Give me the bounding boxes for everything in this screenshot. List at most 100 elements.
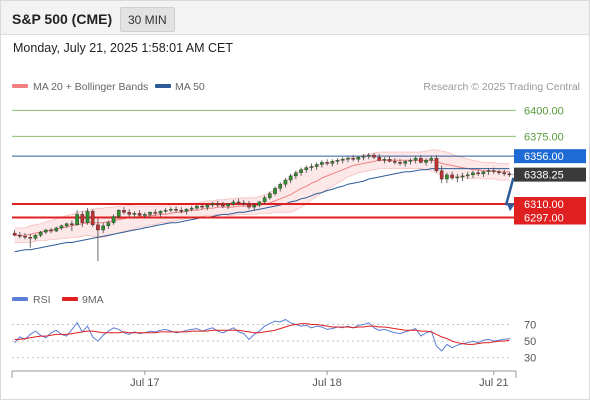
candle-body — [419, 158, 423, 163]
candle-body — [398, 162, 402, 164]
candle-body — [439, 170, 444, 180]
candle-body — [132, 213, 137, 215]
rsi-legend-swatch — [12, 297, 28, 301]
candle-body — [75, 214, 79, 225]
instrument-title: S&P 500 (CME) — [12, 11, 113, 27]
bollinger-legend-swatch — [12, 84, 28, 88]
bollinger-upper-band — [14, 149, 510, 229]
ma50-legend-label: MA 50 — [175, 81, 205, 93]
level-label-6310.00: 6310.00 — [524, 199, 564, 211]
rsi-ma-line — [14, 323, 510, 345]
price-panel — [12, 109, 516, 262]
candle-body — [346, 158, 350, 160]
candle-body — [142, 214, 147, 216]
level-label-bg-6356.00 — [514, 149, 586, 164]
candle-body — [210, 203, 215, 206]
candle-body — [361, 155, 366, 158]
bollinger-legend-label: MA 20 + Bollinger Bands — [33, 81, 148, 93]
candle-body — [320, 162, 324, 165]
rsi-axis-label-70: 70 — [524, 319, 536, 331]
candle-body — [408, 160, 413, 162]
candle-body — [434, 158, 439, 171]
candle-body — [460, 175, 465, 178]
candle-body — [85, 211, 90, 223]
candle-body — [116, 210, 121, 217]
candle-body — [387, 159, 392, 162]
level-label-6375.00: 6375.00 — [524, 131, 564, 143]
candle-body — [497, 171, 501, 173]
candle-body — [12, 232, 17, 236]
candle-body — [314, 164, 319, 167]
candle-body — [127, 212, 132, 215]
candle-body — [54, 227, 59, 232]
level-label-6356.00: 6356.00 — [524, 151, 564, 163]
candle-body — [486, 170, 491, 172]
candle-body — [44, 229, 48, 233]
rsi-legend: RSI 9MA — [12, 294, 104, 306]
candle-body — [33, 234, 38, 239]
candle-body — [247, 203, 251, 208]
candle-body — [304, 167, 309, 170]
candle-body — [403, 161, 408, 164]
chart-datetime: Monday, July 21, 2025 1:58:01 AM CET — [13, 41, 234, 55]
credit-text: Research © 2025 Trading Central — [423, 81, 580, 93]
rsi-legend-label: RSI — [33, 294, 51, 306]
forecast-arrow-shaft — [504, 177, 515, 206]
candle-body — [200, 205, 204, 208]
level-label-bg-6310.00 — [514, 197, 586, 211]
candle-body — [262, 197, 267, 203]
rsi-ma-legend-swatch — [62, 297, 78, 301]
candle-body — [340, 159, 345, 161]
ma50-line — [14, 168, 510, 253]
candle-body — [429, 158, 434, 161]
candle-body — [413, 158, 418, 161]
candle-body — [294, 172, 298, 177]
candle-body — [231, 201, 236, 205]
candle-body — [174, 208, 178, 211]
candle-body — [205, 204, 210, 208]
candle-body — [28, 237, 33, 239]
candle-body — [335, 160, 340, 162]
candle-body — [148, 212, 152, 215]
candle-body — [215, 203, 220, 206]
candle-body — [23, 236, 27, 238]
rsi-line — [14, 318, 510, 352]
candle-body — [169, 208, 173, 211]
x-axis-label-Jul 21: Jul 21 — [479, 377, 508, 389]
candle-body — [273, 188, 277, 194]
candle-body — [481, 171, 486, 175]
candle-body — [288, 175, 293, 181]
candle-body — [122, 210, 126, 213]
candle-body — [455, 176, 460, 179]
candle-body — [179, 210, 184, 212]
candle-body — [195, 205, 199, 209]
ma50-legend-swatch — [155, 84, 171, 88]
candle-body — [64, 223, 69, 227]
candle-body — [158, 211, 163, 214]
candle-body — [392, 161, 397, 163]
candle-body — [491, 170, 496, 172]
candle-body — [445, 174, 449, 180]
candle-body — [189, 207, 194, 210]
candle-body — [330, 161, 335, 164]
candle-body — [236, 201, 241, 204]
level-label-6400.00: 6400.00 — [524, 105, 564, 117]
price-level-labels: 6400.00 6375.00 6356.00 6338.25 6310.00 6297.… — [514, 105, 586, 225]
period-button[interactable]: 30 MIN — [120, 7, 175, 32]
candle-body — [465, 174, 470, 177]
candle-body — [507, 173, 512, 176]
rsi-axis-label-50: 50 — [524, 336, 536, 348]
candle-body — [283, 179, 288, 185]
candle-body — [90, 211, 95, 225]
forecast-arrow-head — [506, 202, 515, 212]
candle-body — [450, 174, 454, 179]
candle-body — [96, 224, 100, 231]
candle-body — [163, 210, 168, 212]
candle-body — [366, 154, 371, 157]
candle-body — [111, 216, 116, 223]
candle-body — [476, 172, 480, 175]
candle-body — [257, 201, 262, 206]
candle-body — [38, 231, 43, 236]
candle-body — [252, 204, 257, 208]
